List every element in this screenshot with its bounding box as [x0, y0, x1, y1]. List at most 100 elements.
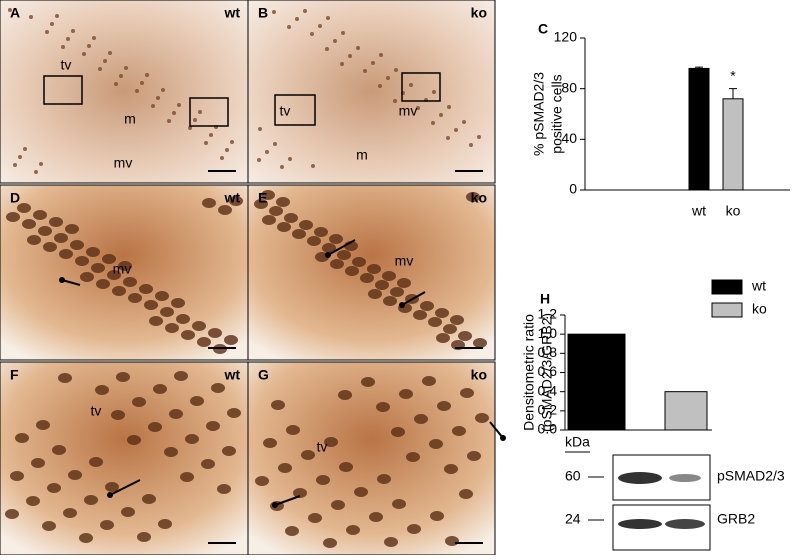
nucleus	[293, 488, 307, 498]
nucleus	[429, 439, 443, 449]
nucleus	[103, 59, 107, 63]
nucleus	[68, 470, 82, 480]
nucleus	[326, 16, 330, 20]
y-tick-label: 40	[561, 130, 577, 146]
nucleus	[176, 314, 190, 324]
nucleus	[446, 136, 450, 140]
nucleus	[188, 126, 192, 130]
nucleus	[466, 192, 480, 202]
nucleus	[311, 164, 315, 168]
nucleus	[308, 513, 322, 523]
y-axis-label: (pSMAD2/3/GRB2)	[539, 313, 555, 432]
nucleus	[10, 471, 24, 481]
arrow	[489, 421, 504, 439]
nucleus	[8, 8, 12, 12]
region-label: mv	[395, 253, 414, 269]
nucleus	[269, 206, 283, 216]
nucleus	[63, 508, 77, 518]
nucleus	[96, 279, 110, 289]
y-axis-label: positive cells	[549, 74, 565, 153]
nucleus	[384, 537, 398, 547]
nucleus	[87, 44, 91, 48]
nucleus	[477, 135, 481, 139]
nucleus	[428, 317, 442, 327]
nucleus	[65, 224, 79, 234]
bar	[688, 67, 710, 191]
nucleus	[55, 14, 59, 18]
y-tick-label: 80	[561, 79, 577, 95]
legend-swatch	[711, 302, 743, 318]
nucleus	[140, 81, 144, 85]
nucleus	[18, 155, 22, 159]
nucleus	[185, 434, 199, 444]
y-tick-label: 0.0	[538, 421, 558, 437]
nucleus	[135, 89, 139, 93]
nucleus	[314, 227, 328, 237]
band-label: pSMAD2/3	[717, 468, 785, 484]
nucleus	[341, 31, 345, 35]
nucleus	[406, 452, 420, 462]
nucleus	[354, 487, 368, 497]
nucleus	[102, 254, 116, 264]
nucleus	[348, 54, 352, 58]
nucleus	[285, 526, 299, 536]
nucleus	[339, 462, 353, 472]
nucleus	[142, 494, 156, 504]
panel-letter: A	[10, 5, 20, 21]
nucleus	[361, 377, 375, 387]
bar	[567, 333, 626, 431]
nucleus	[181, 330, 195, 340]
arrow-head	[272, 502, 278, 508]
nucleus	[371, 61, 375, 65]
nucleus	[167, 119, 171, 123]
nucleus	[171, 298, 185, 308]
panel-letter: G	[258, 367, 269, 383]
genotype: ko	[471, 5, 487, 21]
nucleus	[89, 457, 103, 467]
nucleus	[31, 458, 45, 468]
arrow-head	[500, 435, 506, 441]
arrow	[109, 479, 141, 496]
nucleus	[54, 233, 68, 243]
nucleus	[416, 106, 420, 110]
nucleus	[6, 212, 20, 222]
nucleus	[165, 323, 179, 333]
nucleus	[333, 39, 337, 43]
nucleus	[255, 476, 269, 486]
arrow	[401, 291, 426, 306]
nucleus	[277, 222, 291, 232]
panel-letter: E	[258, 190, 267, 206]
nucleus	[420, 301, 434, 311]
nucleus	[295, 17, 299, 21]
y-tick-label: 0.8	[538, 344, 558, 360]
nucleus	[121, 507, 135, 517]
nucleus	[160, 307, 174, 317]
micrograph	[0, 361, 249, 556]
nucleus	[155, 291, 169, 301]
nucleus	[209, 133, 213, 137]
nucleus	[169, 409, 183, 419]
nucleus	[156, 96, 160, 100]
nucleus	[324, 437, 338, 447]
nucleus	[261, 190, 275, 200]
inset-frame	[274, 94, 316, 126]
nucleus	[378, 84, 382, 88]
legend-swatch	[711, 279, 743, 295]
nucleus	[444, 464, 458, 474]
panel-letter: D	[10, 190, 20, 206]
nucleus	[437, 401, 451, 411]
nucleus	[436, 333, 450, 343]
y-tick-label: 0.4	[538, 382, 558, 398]
nucleus	[164, 447, 178, 457]
nucleus	[190, 396, 204, 406]
band	[665, 519, 705, 529]
nucleus	[137, 532, 151, 542]
nucleus	[36, 420, 50, 430]
nucleus	[227, 408, 241, 418]
nucleus	[473, 338, 487, 348]
nucleus	[153, 384, 167, 394]
x-tick-label: ko	[726, 203, 741, 219]
nucleus	[158, 519, 172, 529]
nucleus	[430, 511, 444, 521]
nucleus	[288, 157, 292, 161]
